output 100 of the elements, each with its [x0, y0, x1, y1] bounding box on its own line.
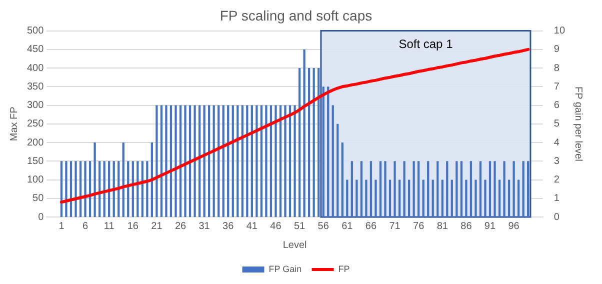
bar: [441, 180, 444, 217]
bar: [208, 105, 210, 217]
bar: [256, 105, 258, 217]
bar: [236, 105, 239, 217]
x-tick-label: 46: [270, 220, 282, 232]
bar: [222, 105, 224, 217]
bar: [312, 68, 315, 217]
y-tick-label: 350: [26, 81, 44, 92]
bar: [365, 180, 368, 217]
bar: [494, 161, 496, 217]
bar: [318, 68, 320, 217]
x-tick-label: 31: [198, 220, 210, 232]
bar: [470, 161, 472, 217]
y2-tick-label: 10: [554, 26, 566, 37]
bar: [232, 105, 234, 217]
bar: [274, 105, 277, 217]
bar: [398, 180, 401, 217]
x-tick-label: 61: [342, 220, 354, 232]
bar: [65, 161, 68, 217]
bar: [341, 142, 344, 217]
bar: [474, 180, 477, 217]
bar: [160, 105, 163, 217]
x-tick-label: 56: [318, 220, 330, 232]
bar: [350, 161, 353, 217]
bar: [479, 161, 482, 217]
y2-tick-label: 7: [554, 81, 560, 92]
bar: [188, 105, 192, 217]
bar: [412, 161, 415, 217]
bar: [432, 180, 434, 217]
bar: [74, 161, 77, 217]
bar: [436, 161, 439, 217]
bar: [418, 161, 420, 217]
bar: [265, 105, 268, 217]
bar: [227, 105, 230, 217]
bar: [336, 124, 339, 217]
bar: [284, 105, 286, 217]
bar: [212, 105, 215, 217]
y-tick-label: 250: [26, 118, 44, 130]
bar: [298, 68, 301, 217]
bar: [203, 105, 206, 217]
bar: [294, 105, 296, 217]
bar: [322, 86, 324, 217]
bar: [512, 161, 515, 217]
bar: [374, 180, 377, 217]
legend-label: FP Gain: [268, 264, 302, 274]
bar: [517, 180, 520, 217]
x-tick-label: 51: [294, 220, 306, 232]
x-tick-label: 96: [508, 220, 520, 232]
y2-tick-label: 3: [554, 156, 560, 167]
bar: [503, 161, 506, 217]
y2-tick-label: 9: [554, 44, 560, 56]
x-tick-label: 6: [82, 220, 88, 232]
y-tick-label: 150: [26, 156, 44, 167]
y2-tick-label: 6: [554, 100, 560, 112]
bar: [384, 161, 386, 217]
bar: [508, 180, 510, 217]
y2-tick-label: 8: [554, 62, 560, 74]
bar: [270, 105, 272, 217]
bar: [527, 161, 530, 217]
y-tick-label: 450: [26, 44, 44, 56]
x-tick-label: 66: [365, 220, 377, 232]
x-tick-label: 71: [389, 220, 401, 232]
legend-label: FP: [338, 264, 350, 274]
bar: [198, 105, 201, 217]
y-tick-label: 100: [26, 174, 44, 186]
bar: [94, 142, 96, 217]
y2-tick-label: 1: [554, 193, 560, 204]
bar: [174, 105, 177, 217]
x-tick-label: 86: [460, 220, 472, 232]
bar: [388, 180, 392, 217]
bar: [170, 105, 172, 217]
bar: [260, 105, 263, 217]
bar: [332, 105, 334, 217]
bar: [422, 180, 424, 217]
x-tick-label: 41: [246, 220, 258, 232]
bar: [484, 180, 486, 217]
bar: [241, 105, 244, 217]
x-tick-label: 91: [484, 220, 496, 232]
x-axis-title: Level: [282, 240, 307, 251]
bar: [356, 180, 358, 217]
bar: [522, 161, 524, 217]
bar: [456, 161, 458, 217]
x-tick-label: 21: [151, 220, 163, 232]
bar: [360, 161, 363, 217]
y2-tick-label: 2: [554, 174, 560, 186]
bar: [156, 105, 158, 217]
bar: [460, 161, 463, 217]
bar: [327, 86, 330, 217]
bar: [488, 161, 492, 217]
x-tick-label: 26: [174, 220, 187, 232]
chart-title: FP scaling and soft caps: [220, 7, 372, 24]
bar: [394, 161, 396, 217]
x-tick-label: 36: [222, 220, 234, 232]
bar: [184, 105, 186, 217]
y2-axis-title: FP gain per level: [572, 86, 584, 162]
y-tick-label: 0: [38, 212, 44, 223]
bar: [308, 68, 310, 217]
y-tick-label: 400: [26, 62, 44, 74]
bar: [450, 180, 453, 217]
y-tick-label: 50: [32, 193, 44, 204]
